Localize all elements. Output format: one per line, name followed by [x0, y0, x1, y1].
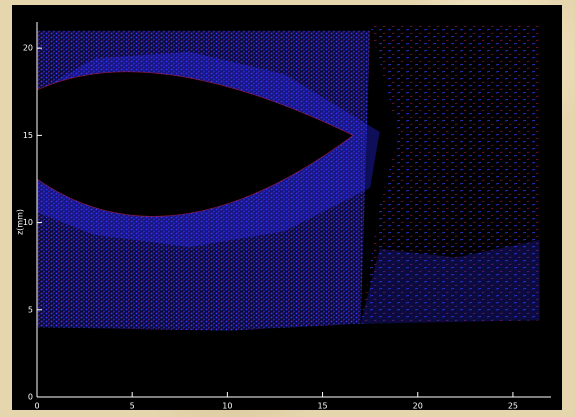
y-tick-label: 0 — [28, 393, 33, 402]
x-tick-label: 10 — [222, 402, 232, 411]
page: {"chart_data": {"type": "vector", "y_lab… — [0, 0, 575, 417]
x-tick-label: 15 — [317, 402, 327, 411]
y-tick-label: 10 — [23, 218, 33, 227]
y-tick-label: 20 — [23, 44, 33, 53]
x-tick-label: 20 — [413, 402, 423, 411]
x-tick-label: 0 — [34, 402, 39, 411]
x-tick-label: 25 — [508, 402, 518, 411]
y-tick-label: 15 — [23, 131, 33, 140]
x-tick-label: 5 — [130, 402, 135, 411]
chart: z(mm) 051015202505101520 — [0, 0, 575, 417]
y-tick-label: 5 — [28, 305, 33, 314]
